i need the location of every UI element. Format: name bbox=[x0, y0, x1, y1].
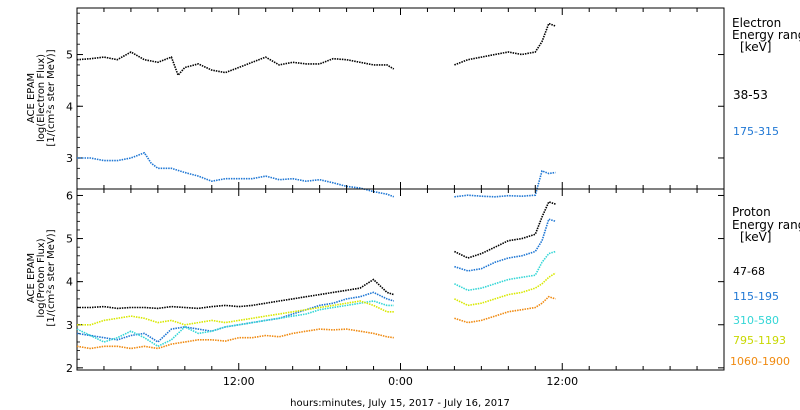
proton-legend-title-3: [keV] bbox=[740, 230, 771, 244]
x-tick-label: 12:00 bbox=[546, 375, 578, 388]
proton-legend: Proton Energy range [keV] 47-68 115-195 … bbox=[730, 205, 800, 368]
proton-y-tick-label: 3 bbox=[66, 319, 73, 332]
proton-series-310-580-line bbox=[454, 250, 556, 292]
x-axis-label: hours:minutes, July 15, 2017 - July 16, … bbox=[290, 398, 510, 409]
electron-y-tick-label: 4 bbox=[66, 100, 73, 113]
electron-series-38-53-line bbox=[454, 22, 556, 66]
proton-y-tick-label: 6 bbox=[66, 189, 73, 202]
x-tick-label: 0:00 bbox=[388, 375, 413, 388]
electron-y-axis-title: ACE EPAM log(Electron Flux) [1/(cm²s ste… bbox=[26, 49, 57, 146]
proton-ylabel-line-1: ACE EPAM bbox=[26, 253, 37, 303]
proton-y-axis-title: ACE EPAM log(Proton Flux) [1/(cm²s ster … bbox=[26, 229, 57, 326]
proton-legend-title-1: Proton bbox=[732, 205, 771, 219]
proton-series-795-1193-line bbox=[77, 300, 394, 326]
proton-series-47-68-line bbox=[77, 278, 395, 310]
proton-y-tick-label: 2 bbox=[66, 362, 73, 375]
electron-series bbox=[76, 22, 556, 198]
electron-ylabel-line-3: [1/(cm²s ster MeV)] bbox=[46, 49, 57, 146]
electron-legend-38-53: 38-53 bbox=[733, 88, 768, 102]
x-axis-ticks: 12:00 0:00 12:00 bbox=[76, 8, 725, 388]
proton-legend-title-2: Energy range bbox=[732, 218, 800, 232]
electron-legend-title-2: Energy range bbox=[732, 28, 800, 42]
electron-legend-175-315: 175-315 bbox=[733, 125, 779, 138]
proton-legend-115-195: 115-195 bbox=[733, 290, 779, 303]
proton-series-1060-1900-line bbox=[76, 328, 394, 350]
proton-legend-310-580: 310-580 bbox=[733, 314, 779, 327]
proton-series-1060-1900-line bbox=[454, 295, 556, 324]
proton-ylabel-line-3: [1/(cm²s ster MeV)] bbox=[46, 229, 57, 326]
electron-legend-title-3: [keV] bbox=[740, 40, 771, 54]
electron-ylabel-line-1: ACE EPAM bbox=[26, 73, 37, 123]
electron-legend-title-1: Electron bbox=[732, 16, 781, 30]
proton-legend-1060-1900: 1060-1900 bbox=[730, 355, 790, 368]
proton-plot-frame bbox=[76, 188, 725, 371]
electron-series-175-315-line bbox=[454, 169, 556, 198]
electron-y-ticks: 3 4 5 bbox=[66, 12, 724, 190]
proton-y-tick-label: 4 bbox=[66, 276, 73, 289]
proton-legend-47-68: 47-68 bbox=[733, 265, 765, 278]
electron-series-38-53-line bbox=[76, 51, 395, 77]
electron-y-tick-label: 3 bbox=[66, 152, 73, 165]
electron-plot-frame bbox=[76, 7, 725, 190]
proton-series bbox=[76, 200, 556, 350]
proton-series-115-195-line bbox=[454, 218, 556, 272]
proton-y-tick-label: 5 bbox=[66, 233, 73, 246]
proton-series-47-68-line bbox=[454, 200, 556, 259]
electron-ylabel-line-2: log(Electron Flux) bbox=[36, 54, 47, 142]
electron-series-175-315-line bbox=[77, 151, 395, 198]
proton-y-ticks: 2 3 4 5 6 bbox=[66, 189, 724, 375]
proton-ylabel-line-2: log(Proton Flux) bbox=[36, 238, 47, 317]
proton-series-795-1193-line bbox=[454, 272, 556, 307]
proton-series-310-580-line bbox=[76, 300, 394, 348]
proton-series-115-195-line bbox=[76, 291, 395, 344]
electron-panel: ACE EPAM log(Electron Flux) [1/(cm²s ste… bbox=[26, 7, 800, 198]
x-tick-label: 12:00 bbox=[223, 375, 255, 388]
electron-legend: Electron Energy range [keV] 38-53 175-31… bbox=[732, 16, 800, 138]
electron-y-tick-label: 5 bbox=[66, 49, 73, 62]
proton-legend-795-1193: 795-1193 bbox=[733, 334, 786, 347]
proton-panel: ACE EPAM log(Proton Flux) [1/(cm²s ster … bbox=[26, 188, 800, 375]
